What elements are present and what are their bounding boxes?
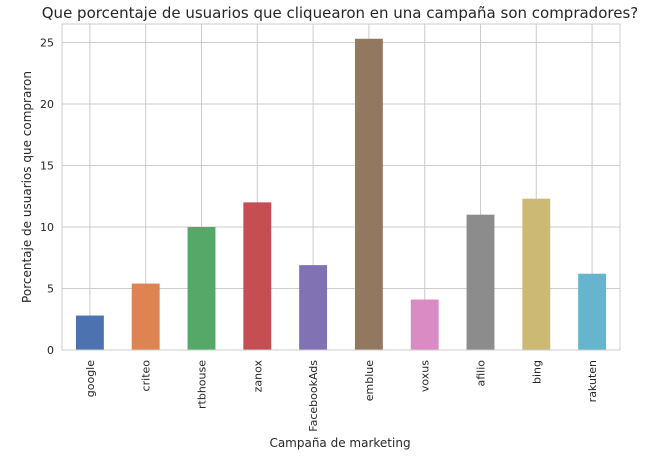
y-tick-label: 5 [47,282,54,295]
bar-zanox [243,202,272,350]
x-tick-label: zanox [251,360,264,393]
x-axis-ticks: google criteo rtbhouse zanox FacebookAds embl… [84,360,599,432]
chart-title: Que porcentaje de usuarios que cliquearo… [42,4,638,22]
x-tick-label: bing [530,360,543,384]
plot-frame [61,23,621,351]
x-tick-label: criteo [140,360,153,392]
y-axis-label: Porcentaje de usuarios que compraron [20,71,34,303]
bar-facebookads [299,265,328,350]
x-axis-label: Campaña de marketing [269,436,410,450]
bars [75,38,607,350]
x-tick-label: rtbhouse [196,360,209,409]
bar-afilio [466,214,495,350]
bar-voxus [410,299,439,350]
bar-google [75,315,104,350]
y-tick-label: 20 [40,98,54,111]
x-tick-label: FacebookAds [307,360,320,432]
bar-criteo [131,283,160,350]
y-tick-label: 10 [40,221,54,234]
x-tick-label: google [84,360,97,397]
x-tick-label: voxus [419,360,432,392]
x-tick-label: afilio [475,360,488,387]
x-tick-label: emblue [363,360,376,401]
x-tick-label: rakuten [586,360,599,402]
bar-rtbhouse [187,226,216,350]
bar-bing [522,198,551,350]
y-axis-ticks: 0 5 10 15 20 25 [40,36,54,357]
y-tick-label: 25 [40,36,54,49]
y-tick-label: 15 [40,159,54,172]
bar-rakuten [578,273,607,350]
bar-emblue [354,38,383,350]
y-tick-label: 0 [47,344,54,357]
